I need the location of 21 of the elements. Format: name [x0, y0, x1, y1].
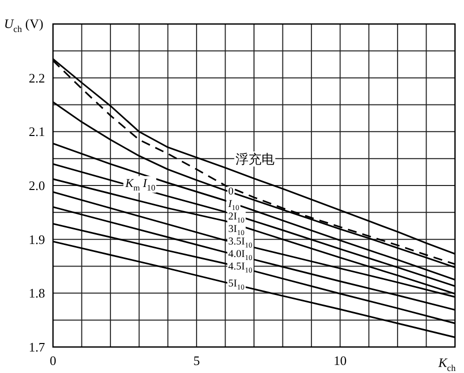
series-label: 4.0I$_{10}$	[228, 248, 253, 262]
series-label: I$_{10}$	[227, 198, 240, 212]
y-tick-label: 2.2	[28, 70, 45, 86]
series-label: 5I$_{10}$	[228, 278, 245, 292]
annotation: K$_{m}$ I$_{10}$	[124, 176, 156, 193]
series-label: 2I$_{10}$	[228, 211, 245, 224]
x-tick-label: 0	[50, 353, 56, 368]
y-tick-label: 2.0	[28, 178, 45, 193]
y-tick-label: 2.1	[28, 124, 45, 140]
series-label: 浮充电	[235, 152, 274, 166]
series-label: 4.5I$_{10}$	[228, 261, 253, 275]
series-label: 0	[228, 186, 234, 198]
x-axis-title: K$_{ch}$	[437, 355, 456, 373]
series-label: 3I$_{10}$	[228, 224, 245, 237]
x-tick-label: 10	[334, 353, 347, 368]
y-tick-label: 1.8	[28, 286, 45, 301]
y-tick-label: 1.9	[28, 232, 45, 247]
series-label: 3.5I$_{10}$	[228, 236, 253, 250]
y-axis-title: U$_{ch}$ (V)	[4, 16, 44, 34]
y-tick-label: 1.7	[28, 340, 46, 354]
x-tick-label: 5	[193, 353, 200, 368]
